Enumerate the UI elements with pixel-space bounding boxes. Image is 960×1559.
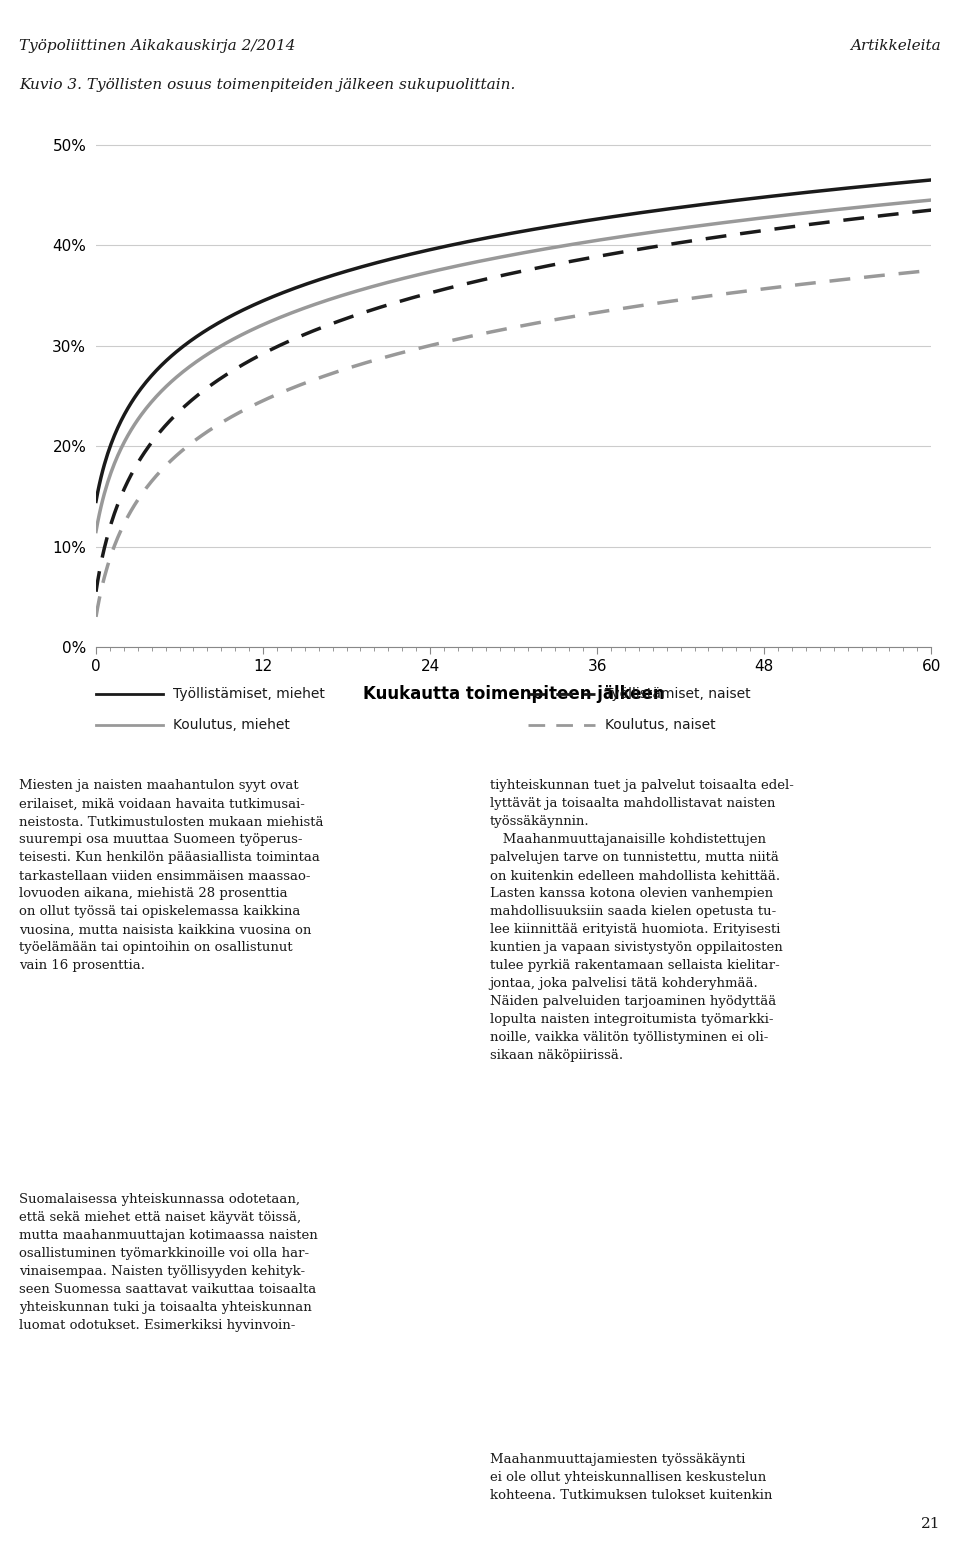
Text: Työllistämiset, naiset: Työllistämiset, naiset: [605, 688, 751, 700]
Text: Koulutus, miehet: Koulutus, miehet: [173, 719, 290, 731]
Text: 21: 21: [922, 1517, 941, 1531]
Text: tiyhteiskunnan tuet ja palvelut toisaalta edel-
lyttävät ja toisaalta mahdollist: tiyhteiskunnan tuet ja palvelut toisaalt…: [490, 780, 794, 1063]
Text: Työpoliittinen Aikakauskirja 2/2014: Työpoliittinen Aikakauskirja 2/2014: [19, 39, 296, 53]
Text: Työllistämiset, miehet: Työllistämiset, miehet: [173, 688, 324, 700]
X-axis label: Kuukautta toimenpiteen jälkeen: Kuukautta toimenpiteen jälkeen: [363, 684, 664, 703]
Text: Artikkeleita: Artikkeleita: [850, 39, 941, 53]
Text: Maahanmuuttajamiesten työssäkäynti
ei ole ollut yhteiskunnallisen keskustelun
ko: Maahanmuuttajamiesten työssäkäynti ei ol…: [490, 1453, 772, 1501]
Text: Miesten ja naisten maahantulon syyt ovat
erilaiset, mikä voidaan havaita tutkimu: Miesten ja naisten maahantulon syyt ovat…: [19, 780, 324, 973]
Text: Kuvio 3. Työllisten osuus toimenpiteiden jälkeen sukupuolittain.: Kuvio 3. Työllisten osuus toimenpiteiden…: [19, 78, 516, 92]
Text: Suomalaisessa yhteiskunnassa odotetaan,
että sekä miehet että naiset käyvät töis: Suomalaisessa yhteiskunnassa odotetaan, …: [19, 1193, 318, 1331]
Text: Koulutus, naiset: Koulutus, naiset: [605, 719, 715, 731]
